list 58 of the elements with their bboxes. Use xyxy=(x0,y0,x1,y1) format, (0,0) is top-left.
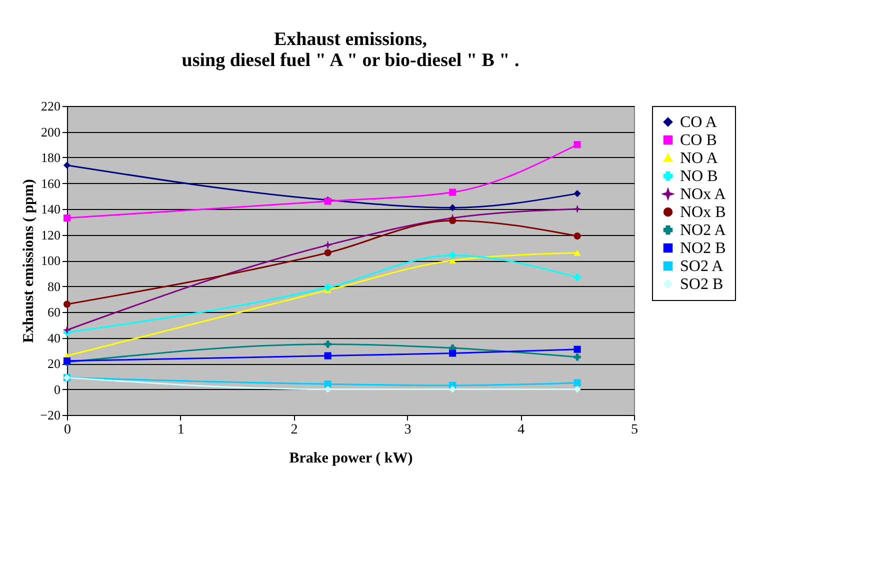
x-tick-label: 0 xyxy=(64,422,71,438)
legend-label: CO B xyxy=(680,132,717,149)
point xyxy=(449,204,456,212)
point xyxy=(574,232,581,240)
point xyxy=(449,252,456,259)
chart-title: Exhaust emissions, using diesel fuel " A " or bio-diesel " B " . xyxy=(182,29,520,71)
legend-label: NOx B xyxy=(680,204,726,221)
point xyxy=(449,188,456,196)
point xyxy=(324,386,332,393)
x-tick-label: 2 xyxy=(290,422,298,438)
point xyxy=(324,240,332,250)
y-tick-label: 140 xyxy=(41,202,60,216)
y-tick-label: 100 xyxy=(41,253,60,268)
point xyxy=(324,284,332,292)
y-tick-label: 180 xyxy=(41,150,60,165)
point xyxy=(574,250,581,256)
legend-label: CO A xyxy=(680,114,718,131)
x-tick-label: 1 xyxy=(177,422,184,438)
point xyxy=(324,352,332,360)
point xyxy=(324,380,332,388)
point xyxy=(574,354,581,361)
x-tick-label: 4 xyxy=(518,422,525,438)
point xyxy=(574,386,581,393)
point xyxy=(574,190,581,198)
legend-label: NO2 B xyxy=(680,240,726,257)
x-tick-label: 3 xyxy=(404,422,412,438)
y-tick-label: 200 xyxy=(41,124,60,140)
y-tick-label: 220 xyxy=(41,98,60,114)
y-tick-label: 40 xyxy=(48,330,60,346)
point xyxy=(63,300,71,308)
point xyxy=(574,379,581,386)
point xyxy=(449,217,456,224)
point xyxy=(63,214,71,222)
point xyxy=(63,162,71,169)
x-axis-title: Brake power ( kW) xyxy=(289,450,413,466)
point xyxy=(324,340,332,348)
point xyxy=(574,141,581,148)
y-axis-title: Exhaust emissions ( ppm) xyxy=(21,179,38,343)
legend-label: SO2 B xyxy=(680,276,724,293)
point xyxy=(324,249,332,256)
y-tick-label: −20 xyxy=(40,408,60,422)
y-tick-label: 160 xyxy=(41,176,60,191)
legend-label: NOx A xyxy=(680,186,726,203)
x-tick-label: 5 xyxy=(631,422,638,438)
y-tick-label: 0 xyxy=(54,382,60,397)
legend-label: NO2 A xyxy=(680,222,726,239)
point xyxy=(574,274,581,281)
y-tick-label: 80 xyxy=(48,278,60,294)
y-tick-label: 60 xyxy=(48,304,60,320)
y-tick-label: 120 xyxy=(41,227,60,242)
legend-label: NO A xyxy=(680,150,718,167)
y-tick-label: 20 xyxy=(48,356,60,371)
legend-label: NO B xyxy=(680,168,718,185)
point xyxy=(62,326,72,334)
legend-label: SO2 A xyxy=(680,258,724,275)
point xyxy=(449,386,456,393)
point xyxy=(449,350,456,357)
point xyxy=(574,346,581,353)
